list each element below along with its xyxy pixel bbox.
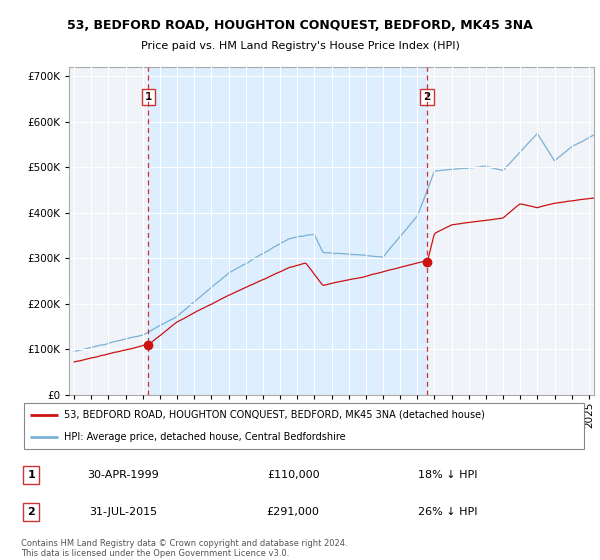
Text: 31-JUL-2015: 31-JUL-2015: [89, 507, 157, 517]
Text: 30-APR-1999: 30-APR-1999: [87, 470, 159, 480]
Bar: [148, 67, 427, 395]
Text: 2: 2: [28, 507, 35, 517]
Text: 53, BEDFORD ROAD, HOUGHTON CONQUEST, BEDFORD, MK45 3NA: 53, BEDFORD ROAD, HOUGHTON CONQUEST, BED…: [67, 18, 533, 32]
Text: Price paid vs. HM Land Registry's House Price Index (HPI): Price paid vs. HM Land Registry's House …: [140, 41, 460, 51]
Text: Contains HM Land Registry data © Crown copyright and database right 2024.
This d: Contains HM Land Registry data © Crown c…: [21, 539, 347, 558]
Text: £291,000: £291,000: [267, 507, 320, 517]
Text: 1: 1: [28, 470, 35, 480]
FancyBboxPatch shape: [24, 403, 584, 449]
Text: 26% ↓ HPI: 26% ↓ HPI: [418, 507, 478, 517]
Text: 2: 2: [424, 92, 431, 102]
Text: HPI: Average price, detached house, Central Bedfordshire: HPI: Average price, detached house, Cent…: [64, 432, 345, 442]
Text: £110,000: £110,000: [267, 470, 319, 480]
Text: 1: 1: [145, 92, 152, 102]
Text: 18% ↓ HPI: 18% ↓ HPI: [418, 470, 478, 480]
Text: 53, BEDFORD ROAD, HOUGHTON CONQUEST, BEDFORD, MK45 3NA (detached house): 53, BEDFORD ROAD, HOUGHTON CONQUEST, BED…: [64, 410, 484, 420]
